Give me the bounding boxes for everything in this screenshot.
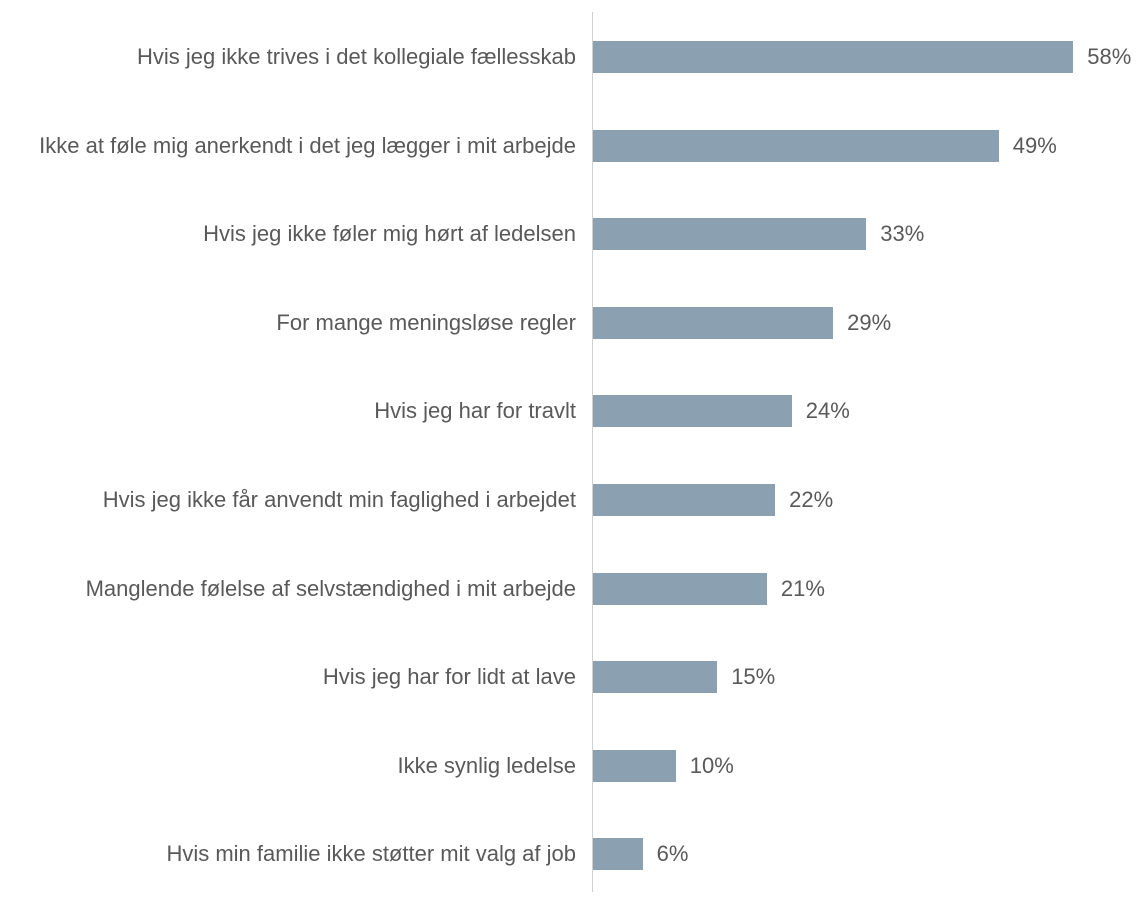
- bar-row: Manglende følelse af selvstændighed i mi…: [0, 545, 1148, 633]
- data-label: 15%: [731, 664, 776, 690]
- data-label: 29%: [847, 309, 892, 335]
- bar: [593, 129, 999, 162]
- bar-row: Hvis jeg ikke føler mig hørt af ledelsen…: [0, 190, 1148, 278]
- data-label: 21%: [780, 575, 825, 601]
- category-label-box: Hvis jeg har for travlt: [0, 367, 576, 455]
- category-label: Hvis jeg har for lidt at lave: [322, 664, 576, 690]
- category-label-box: Ikke synlig ledelse: [0, 722, 576, 810]
- category-label: Ikke synlig ledelse: [397, 752, 576, 778]
- bar-row: Ikke at føle mig anerkendt i det jeg læg…: [0, 102, 1148, 190]
- category-label: Hvis jeg ikke får anvendt min faglighed …: [102, 487, 576, 512]
- category-label: Manglende følelse af selvstændighed i mi…: [85, 575, 576, 601]
- data-label: 49%: [1012, 132, 1057, 158]
- category-label-box: Hvis jeg ikke føler mig hørt af ledelsen: [0, 190, 576, 278]
- bar: [593, 838, 643, 871]
- data-label: 6%: [656, 841, 689, 867]
- category-label: Hvis jeg har for travlt: [374, 398, 576, 424]
- category-label-box: Hvis jeg ikke får anvendt min faglighed …: [0, 456, 576, 544]
- category-label-box: Manglende følelse af selvstændighed i mi…: [0, 545, 576, 633]
- bar: [593, 661, 718, 694]
- data-label: 33%: [880, 221, 925, 247]
- bar: [593, 395, 792, 428]
- bar-row: Hvis jeg ikke trives i det kollegiale fæ…: [0, 13, 1148, 101]
- bar-row: Hvis jeg har for lidt at lave 15%: [0, 633, 1148, 721]
- bar: [593, 749, 676, 782]
- bar: [593, 484, 776, 516]
- category-axis: [592, 12, 593, 892]
- bar-row: Hvis min familie ikke støtter mit valg a…: [0, 810, 1148, 898]
- category-label-box: Ikke at føle mig anerkendt i det jeg læg…: [0, 102, 576, 190]
- data-label: 58%: [1087, 44, 1132, 69]
- bar: [593, 572, 767, 605]
- category-label-box: Hvis min familie ikke støtter mit valg a…: [0, 810, 576, 898]
- category-label: Ikke at føle mig anerkendt i det jeg læg…: [39, 132, 576, 158]
- category-label: Hvis jeg ikke føler mig hørt af ledelsen: [203, 221, 576, 247]
- category-label-box: Hvis jeg har for lidt at lave: [0, 633, 576, 721]
- bar: [593, 218, 867, 251]
- bar-row: Hvis jeg ikke får anvendt min faglighed …: [0, 456, 1148, 544]
- data-label: 24%: [805, 398, 850, 424]
- bar: [593, 306, 834, 339]
- bar-row: Ikke synlig ledelse 10%: [0, 722, 1148, 810]
- category-label-box: For mange meningsløse regler: [0, 279, 576, 367]
- bar-row: Hvis jeg har for travlt 24%: [0, 367, 1148, 455]
- bar-row: For mange meningsløse regler 29%: [0, 279, 1148, 367]
- category-label: Hvis min familie ikke støtter mit valg a…: [166, 841, 576, 867]
- bar: [593, 41, 1074, 73]
- data-label: 22%: [789, 487, 834, 512]
- data-label: 10%: [689, 752, 734, 778]
- category-label: For mange meningsløse regler: [276, 309, 576, 335]
- category-label: Hvis jeg ikke trives i det kollegiale fæ…: [137, 44, 576, 69]
- category-label-box: Hvis jeg ikke trives i det kollegiale fæ…: [0, 13, 576, 101]
